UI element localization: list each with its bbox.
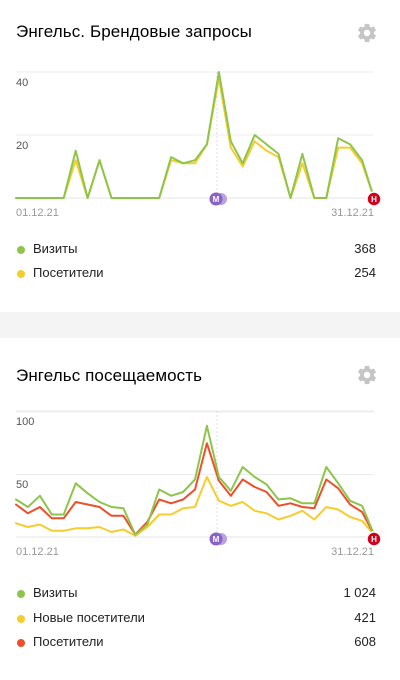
- legend-label: Посетители: [33, 634, 104, 649]
- series-color-dot: [17, 590, 25, 598]
- legend-label: Посетители: [33, 265, 104, 280]
- legend-label: Визиты: [33, 241, 78, 256]
- series-color-dot: [17, 270, 25, 278]
- legend-item-visits[interactable]: Визиты 1 024: [16, 583, 376, 608]
- x-date-end: 31.12.21: [331, 207, 374, 219]
- series-color-dot: [17, 246, 25, 254]
- legend-item-visits[interactable]: Визиты 368: [16, 239, 376, 263]
- y-tick-label: 100: [16, 416, 34, 428]
- legend-item-visitors[interactable]: Посетители 254: [16, 263, 376, 287]
- legend-label: Новые посетители: [33, 609, 145, 625]
- legend-value: 254: [354, 265, 376, 280]
- marker-label: Н: [371, 535, 377, 544]
- x-date-end: 31.12.21: [331, 546, 374, 558]
- series-line: [15, 77, 375, 199]
- marker-circle: [366, 531, 382, 547]
- marker-label: Н: [371, 195, 377, 204]
- marker-circle: [366, 191, 382, 207]
- legend-item-new-visitors[interactable]: Новые посетители 421: [16, 608, 376, 633]
- legend-value: 368: [354, 241, 376, 256]
- series-line: [15, 442, 375, 536]
- legend-value: 608: [354, 634, 376, 649]
- widget-title: Энгельс посещаемость: [16, 366, 203, 385]
- y-tick-label: 50: [16, 479, 28, 491]
- x-date-start: 01.12.21: [16, 546, 59, 558]
- legend-label: Визиты: [33, 585, 78, 600]
- marker-bubble: [209, 192, 223, 206]
- annotation-marker-n[interactable]: Н: [366, 531, 382, 547]
- series-color-dot: [17, 639, 25, 647]
- x-date-start: 01.12.21: [16, 207, 59, 219]
- legend-item-visitors[interactable]: Посетители 608: [16, 632, 376, 657]
- annotation-marker-m[interactable]: М: [209, 192, 228, 206]
- y-tick-label: 40: [16, 77, 28, 89]
- line-chart: 40 20 01.12.21 31.12.21 М Н: [15, 71, 382, 219]
- widget-brand-queries: Энгельс. Брендовые запросы 40 20 01.12.21 3…: [0, 0, 400, 312]
- marker-label: М: [213, 195, 220, 204]
- legend-value: 1 024: [343, 585, 376, 600]
- gear-icon[interactable]: [356, 364, 378, 386]
- widget-attendance: Энгельс посещаемость 100 50 01.12.21 31.12.…: [0, 338, 400, 680]
- y-tick-label: 20: [16, 140, 28, 152]
- series-line: [15, 71, 375, 199]
- series-line: [15, 424, 375, 536]
- chart-legend: Визиты 368 Посетители 254: [16, 239, 376, 287]
- annotation-marker-m[interactable]: М: [209, 532, 228, 546]
- series-line: [15, 476, 375, 537]
- gear-icon[interactable]: [356, 22, 378, 44]
- line-chart: 100 50 01.12.21 31.12.21 М Н: [15, 410, 382, 558]
- widget-title: Энгельс. Брендовые запросы: [16, 22, 252, 41]
- chart-legend: Визиты 1 024 Новые посетители 421 Посети…: [16, 583, 376, 657]
- series-color-dot: [17, 614, 25, 623]
- annotation-marker-n[interactable]: Н: [366, 191, 382, 207]
- marker-label: М: [213, 535, 220, 544]
- legend-value: 421: [354, 609, 376, 625]
- marker-bubble: [209, 532, 223, 546]
